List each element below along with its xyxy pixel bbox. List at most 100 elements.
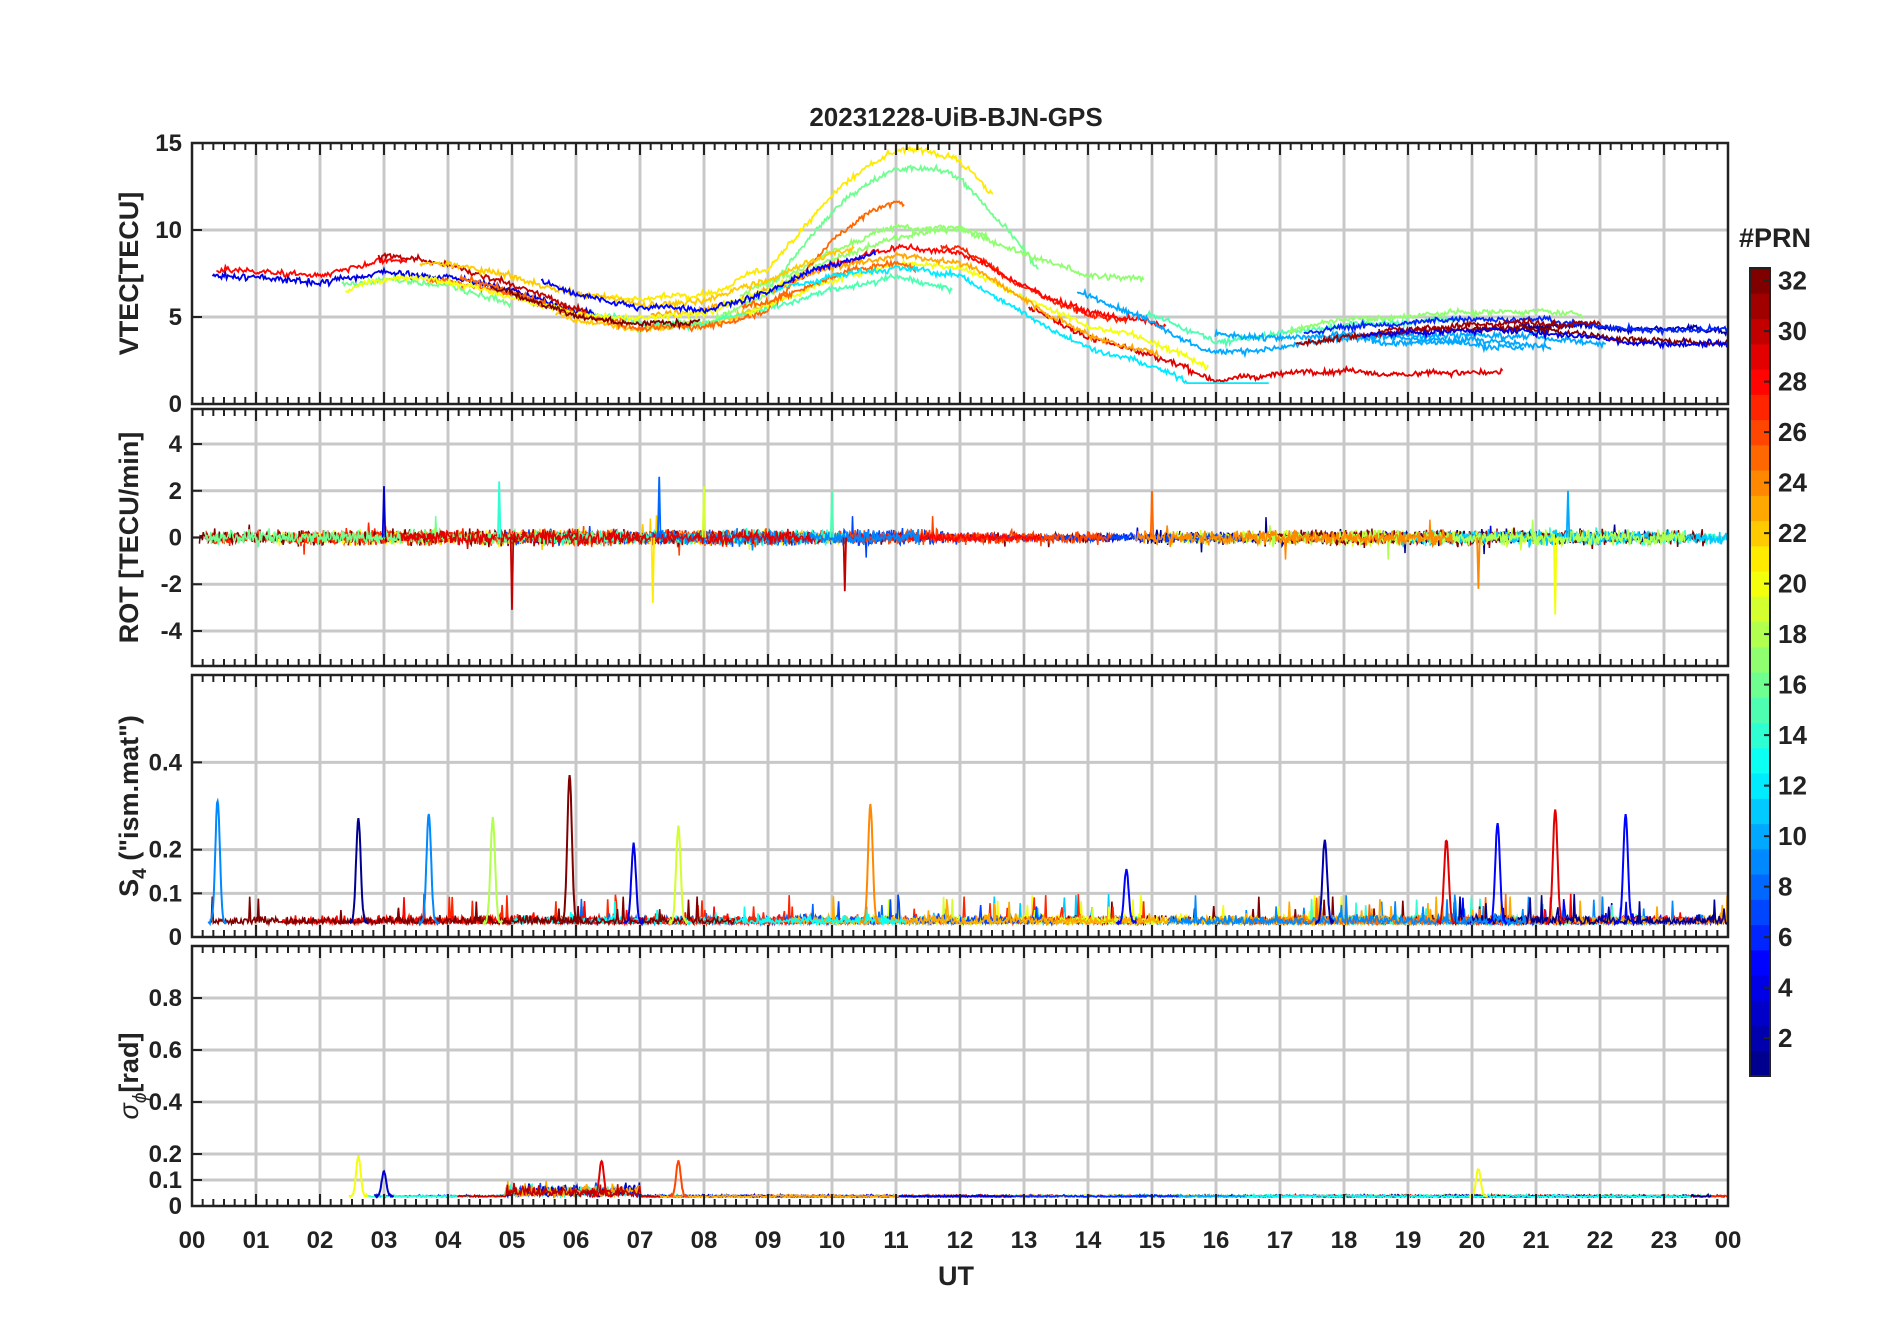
vtec-trace [341,273,512,309]
colorbar-segment [1750,444,1770,471]
y-tick-label: 0.1 [149,1167,182,1194]
vtec-trace [1288,306,1584,335]
x-tick-label: 08 [691,1227,718,1254]
vtec-trace [763,163,1039,296]
scint-peak [1115,868,1137,926]
y-tick-label: 0.4 [149,1089,183,1116]
y-tick-label: -2 [161,571,182,598]
colorbar-tick-label: 30 [1778,316,1807,346]
x-tick-label: 10 [819,1227,846,1254]
vtec-trace [650,251,1160,358]
rot-trace [1134,519,1455,560]
colorbar-segment [1750,1025,1770,1052]
scint-trace [209,896,736,927]
panel-3: 0 0.1 0.2 0.4S4 ("ism.mat") [114,673,1730,951]
panel-4: 00.10.2 0.4 0.6 0.8 σϕ[rad] [114,944,1730,1220]
colorbar-tick-label: 2 [1778,1023,1792,1053]
scint-peak [482,816,504,926]
colorbar-segment [1750,293,1770,320]
colorbar-segment [1750,646,1770,673]
colorbar-segment [1750,697,1770,724]
scint-peak [1314,839,1335,926]
y-tick-label: 0 [169,1193,182,1220]
traces [198,476,1728,615]
scint-trace [1244,1192,1691,1199]
y-tick-label: 0.2 [149,837,182,864]
rot-spike [701,486,707,538]
y-axis-label: ROT [TECU/min] [114,432,144,643]
vtec-trace [745,259,1209,372]
y-tick-label: 4 [169,431,183,458]
colorbar-tick-label: 18 [1778,619,1807,649]
scint-peak [207,797,228,927]
colorbar-segment [1750,874,1770,900]
colorbar-tick-label: 14 [1778,720,1807,750]
colorbar-tick-label: 16 [1778,670,1807,700]
vtec-trace [211,266,595,316]
panel-1: 0 5 10 15 VTEC[TECU] [114,130,1730,418]
colorbar-segment [1750,571,1770,597]
x-tick-label: 03 [371,1227,398,1254]
x-tick-label: 12 [947,1227,974,1254]
x-tick-label: 21 [1523,1227,1550,1254]
rot-spike [381,486,387,538]
colorbar-tick-label: 32 [1778,266,1807,296]
colorbar-label: #PRN [1739,223,1811,253]
rot-spike [657,476,662,538]
colorbar-segment [1750,394,1770,421]
scint-peak [1436,839,1456,925]
colorbar-segment [1750,318,1770,345]
y-tick-label: 10 [155,217,182,244]
x-tick-label: 16 [1203,1227,1230,1254]
colorbar-segment [1750,924,1770,951]
vtec-trace [490,285,701,331]
x-tick-label: 13 [1011,1227,1038,1254]
colorbar-segment [1750,823,1770,850]
colorbar-segment [1750,369,1770,395]
panel-2: -4 -2 0 2 4 ROT [TECU/min] [114,407,1730,668]
y-tick-label: 0.4 [149,749,183,776]
scint-peak [591,1159,612,1199]
colorbar-segment [1750,621,1770,648]
x-tick-label: 14 [1075,1227,1102,1254]
scint-peak [623,842,645,927]
scint-trace [1167,894,1527,927]
x-tick-label: 23 [1651,1227,1678,1254]
colorbar-segment [1750,545,1770,572]
colorbar-tick-label: 20 [1778,569,1807,599]
scint-trace [457,1182,661,1199]
x-tick-label: 07 [627,1227,654,1254]
y-tick-label: -4 [161,618,183,645]
vtec-trace [1144,309,1460,349]
scint-peak [559,774,581,925]
chart-title: 20231228-UiB-BJN-GPS [809,102,1102,132]
x-tick-label: 17 [1267,1227,1294,1254]
colorbar-segment [1750,975,1770,1001]
colorbar-segment [1750,268,1770,294]
scint-peak [668,1160,688,1199]
y-tick-label: 0.1 [149,880,182,907]
vtec-trace [216,256,408,280]
colorbar-tick-label: 4 [1778,973,1793,1003]
y-tick-label: 15 [155,130,182,157]
colorbar-tick-label: 10 [1778,821,1807,851]
colorbar-segment [1750,419,1770,446]
colorbar-segment [1750,798,1770,825]
x-tick-label: 06 [563,1227,590,1254]
x-axis-label: UT [938,1261,974,1291]
y-tick-label: 0.6 [149,1037,182,1064]
y-tick-label: 0.2 [149,1141,182,1168]
colorbar-segment [1750,1000,1770,1027]
scint-peak [348,1155,369,1199]
x-tick-label: 09 [755,1227,782,1254]
scint-peak [1615,813,1636,927]
colorbar-segment [1750,899,1770,926]
x-tick-label: 05 [499,1227,526,1254]
rot-spike [829,490,835,538]
x-tick-label: 11 [883,1227,908,1254]
scint-peak [373,1169,395,1199]
colorbar-segment [1750,1050,1770,1077]
colorbar-frame [1749,267,1771,1077]
colorbar-tick-label: 24 [1778,468,1807,498]
